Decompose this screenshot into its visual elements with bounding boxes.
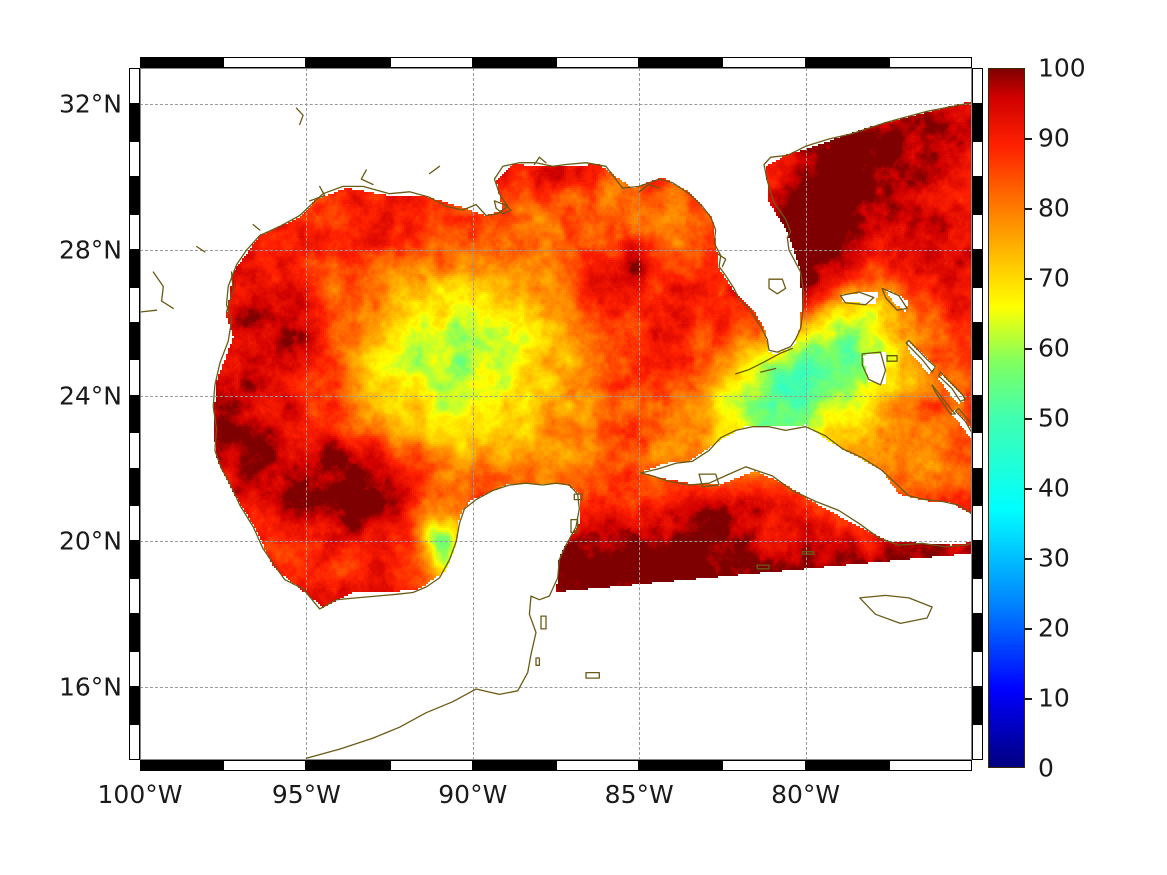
frame-bottom-block-9 [888,760,972,771]
colorbar-tick-70 [1025,278,1032,280]
frame-right-block-2 [972,140,983,178]
colorbar-label-40: 40 [1038,473,1070,503]
frame-top-block-6 [639,57,723,68]
map-data-area [140,68,972,760]
frame-left-block-3 [129,177,140,214]
colorbar-tick-30 [1025,558,1032,560]
frame-right-block-14 [972,577,983,615]
frame-left-block-9 [129,395,140,433]
colorbar-label-100: 100 [1038,53,1086,83]
frame-right-block-6 [972,286,983,323]
frame-right-block-15 [972,614,983,651]
frame-left-block-15 [129,614,140,651]
colorbar-tick-10 [1025,698,1032,700]
frame-left-block-6 [129,286,140,323]
colorbar-tick-20 [1025,628,1032,630]
frame-left-block-12 [129,505,140,542]
colorbar-tick-50 [1025,418,1032,420]
ytick-20°N: 20°N [58,526,122,556]
xtick-95°W: 95°W [271,780,341,809]
xtick-85°W: 85°W [604,780,674,809]
colorbar-label-60: 60 [1038,333,1070,363]
frame-left-block-11 [129,468,140,506]
colorbar[interactable]: 0 10 20 30 40 50 60 70 80 90 100 [988,54,1086,783]
colorbar-label-30: 30 [1038,543,1070,573]
frame-right-block-12 [972,505,983,542]
frame-top-block-3 [389,57,473,68]
frame-bottom-block-1 [223,760,307,771]
ytick-16°N: 16°N [58,672,122,702]
ytick-24°N: 24°N [58,381,122,411]
colorbar-gradient [988,68,1025,768]
frame-right-block-4 [972,213,983,251]
frame-right-block-5 [972,250,983,287]
frame-left-block-13 [129,541,140,578]
frame-left-block-16 [129,650,140,688]
frame-left-block-17 [129,687,140,724]
frame-left-block-14 [129,577,140,615]
xtick-100°W: 100°W [97,780,183,809]
frame-top-block-4 [472,57,556,68]
colorbar-label-80: 80 [1038,193,1070,223]
frame-left-block-5 [129,250,140,287]
frame-top-block-1 [223,57,307,68]
frame-left-block-10 [129,432,140,469]
xtick-90°W: 90°W [438,780,508,809]
colorbar-label-90: 90 [1038,123,1070,153]
frame-right-block-8 [972,359,983,396]
frame-bottom-block-0 [140,760,224,771]
frame-top-block-5 [556,57,640,68]
frame-top-block-7 [722,57,806,68]
colorbar-label-20: 20 [1038,613,1070,643]
frame-right-block-0 [972,68,983,105]
frame-bottom-block-8 [805,760,889,771]
map-axes[interactable] [129,57,983,771]
frame-top-block-9 [888,57,972,68]
frame-left-block-0 [129,68,140,105]
frame-left-block-4 [129,213,140,251]
colorbar-label-0: 0 [1038,753,1054,783]
ytick-32°N: 32°N [58,89,122,119]
sst-heatmap-raster [140,68,972,760]
frame-bottom-block-6 [639,760,723,771]
frame-bottom-block-7 [722,760,806,771]
frame-bottom-block-3 [389,760,473,771]
frame-right-block-9 [972,395,983,433]
frame-bottom-block-2 [306,760,390,771]
frame-right-block-10 [972,432,983,469]
ytick-28°N: 28°N [58,235,122,265]
frame-top-block-0 [140,57,224,68]
colorbar-tick-90 [1025,138,1032,140]
colorbar-tick-40 [1025,488,1032,490]
colorbar-label-10: 10 [1038,683,1070,713]
frame-top-block-2 [306,57,390,68]
frame-left-block-7 [129,322,140,360]
colorbar-label-70: 70 [1038,263,1070,293]
frame-right-block-7 [972,322,983,360]
frame-right-block-18 [972,723,983,760]
colorbar-label-50: 50 [1038,403,1070,433]
colorbar-tick-80 [1025,208,1032,210]
frame-right-block-11 [972,468,983,506]
frame-right-block-1 [972,104,983,141]
frame-right-block-3 [972,177,983,214]
frame-right-block-17 [972,687,983,724]
frame-top-block-8 [805,57,889,68]
colorbar-tick-60 [1025,348,1032,350]
xtick-80°W: 80°W [771,780,841,809]
frame-bottom-block-5 [556,760,640,771]
frame-left-block-18 [129,723,140,760]
frame-bottom-block-4 [472,760,556,771]
frame-right-block-16 [972,650,983,688]
frame-left-block-2 [129,140,140,178]
frame-right-block-13 [972,541,983,578]
frame-left-block-8 [129,359,140,396]
frame-left-block-1 [129,104,140,141]
